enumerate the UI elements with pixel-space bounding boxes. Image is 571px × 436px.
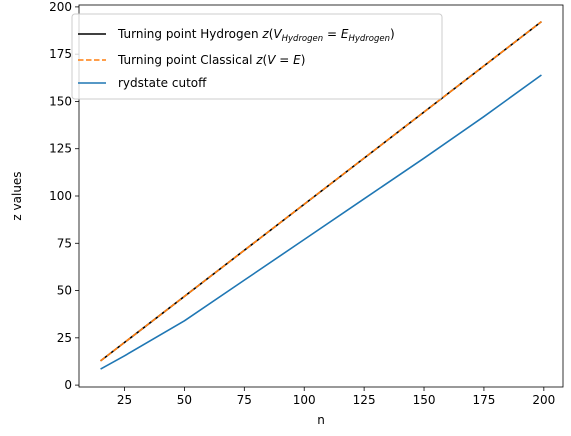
y-axis-label: z values [10,171,24,220]
legend-label-classical: Turning point Classical z(V = E) [117,53,305,67]
x-tick-label: 50 [177,393,192,407]
y-axis: 0 25 50 75 100 125 150 175 200 [49,0,79,392]
y-tick-label: 25 [57,331,72,345]
y-tick-label: 75 [57,236,72,250]
legend-box [71,13,443,100]
y-tick-label: 125 [49,142,72,156]
x-tick-label: 25 [117,393,132,407]
y-tick-label: 175 [49,47,72,61]
legend-label-hydrogen: Turning point Hydrogen z(VHydrogen = EHy… [117,27,395,44]
x-tick-label: 100 [293,393,316,407]
y-tick-label: 100 [49,189,72,203]
x-axis: 25 50 75 100 125 150 175 200 [117,387,555,407]
x-tick-label: 75 [237,393,252,407]
legend-label-rydstate: rydstate cutoff [118,76,207,90]
x-tick-label: 200 [532,393,555,407]
y-tick-label: 150 [49,94,72,108]
plot-lines [100,21,542,370]
legend: Turning point Hydrogen z(VHydrogen = EHy… [71,13,443,100]
x-tick-label: 150 [413,393,436,407]
series-line-classical [100,21,542,362]
x-axis-label: n [317,413,325,427]
y-tick-label: 0 [64,378,72,392]
y-tick-label: 200 [49,0,72,14]
series-line-rydstate [100,74,542,370]
y-tick-label: 50 [57,284,72,298]
x-tick-label: 125 [353,393,376,407]
x-tick-label: 175 [472,393,495,407]
